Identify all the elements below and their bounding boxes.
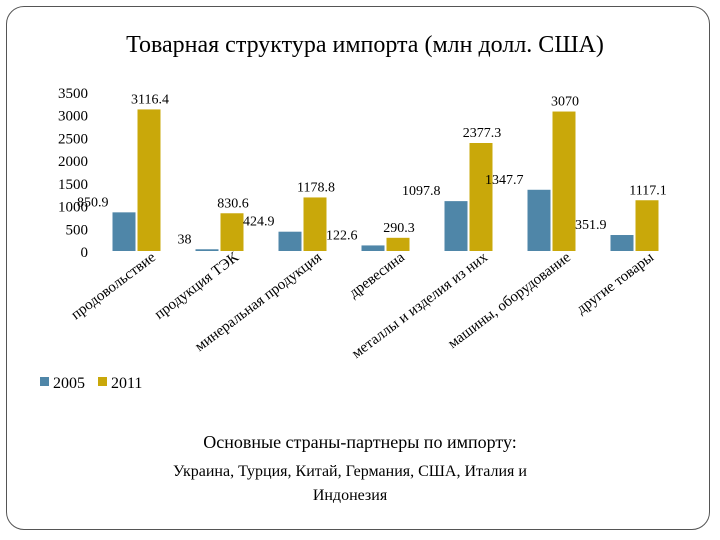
bar: [361, 245, 385, 251]
value-label: 1117.1: [629, 183, 666, 198]
bar: [386, 237, 410, 251]
legend-swatch: [98, 377, 107, 386]
value-label: 38: [178, 232, 192, 247]
bar: [444, 201, 468, 251]
value-label: 3116.4: [131, 92, 169, 107]
value-label: 1178.8: [297, 180, 335, 195]
y-tick-label: 1500: [58, 177, 88, 193]
value-label: 2377.3: [463, 126, 502, 141]
value-label: 351.9: [575, 218, 607, 233]
bar: [137, 109, 161, 252]
x-tick-label: древесина: [346, 249, 408, 301]
value-label: 3070: [551, 95, 579, 110]
y-tick-label: 1000: [58, 200, 88, 216]
value-label: 1347.7: [485, 173, 524, 188]
y-tick-label: 2500: [58, 131, 88, 147]
y-tick-label: 500: [66, 222, 89, 238]
legend-label: 2011: [111, 375, 142, 392]
x-tick-label: металлы и изделия из них: [349, 249, 491, 362]
y-tick-label: 2000: [58, 154, 88, 170]
footer-line: Индонезия: [313, 487, 388, 504]
bar: [195, 249, 219, 251]
footer-line: Украина, Турция, Китай, Германия, США, И…: [173, 463, 527, 480]
legend-swatch: [40, 377, 49, 386]
chart-title: Товарная структура импорта (млн долл. СШ…: [126, 32, 604, 58]
bar: [278, 231, 302, 251]
x-tick-label: другие товары: [574, 249, 657, 317]
value-label: 290.3: [383, 221, 415, 236]
value-label: 830.6: [217, 196, 249, 211]
bar: [635, 200, 659, 251]
footer-heading: Основные страны-партнеры по импорту:: [203, 432, 517, 452]
x-tick-label: продукция ТЭК: [152, 249, 243, 323]
slide-frame: [6, 6, 710, 530]
bar: [527, 189, 551, 251]
y-tick-label: 3000: [58, 109, 88, 125]
y-tick-label: 0: [81, 245, 89, 261]
value-label: 424.9: [243, 215, 275, 230]
bar: [303, 197, 327, 251]
bar: [610, 235, 634, 251]
bar: [220, 213, 244, 251]
legend-label: 2005: [53, 375, 85, 392]
value-label: 850.9: [77, 195, 109, 210]
bar: [469, 143, 493, 251]
bar: [552, 111, 576, 251]
value-label: 122.6: [326, 228, 358, 243]
y-tick-label: 3500: [58, 86, 88, 102]
value-label: 1097.8: [402, 184, 441, 199]
bar: [112, 212, 136, 251]
